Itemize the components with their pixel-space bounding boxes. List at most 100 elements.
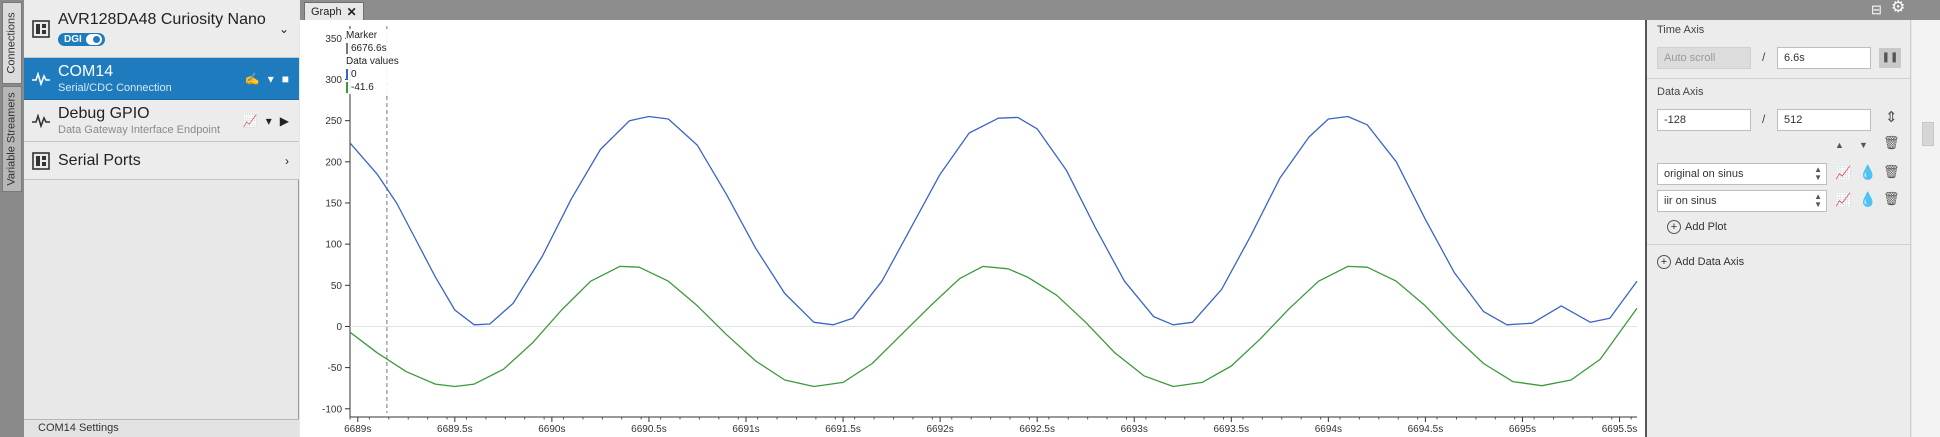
series-blue-swatch [346,69,348,80]
color-drop-green-icon[interactable]: 💧 [1859,191,1877,207]
plus-circle-icon: + [1667,220,1681,234]
marker-legend: Marker 6676.6s Data values 0 -41.6 [346,29,406,94]
plot-select-1-value: original on sinus [1664,168,1744,180]
y-tick-label: 250 [325,116,342,127]
trash-icon[interactable]: 🗑 [1883,164,1900,179]
window-icon[interactable]: ⊟ [1871,2,1882,17]
terminal-icon[interactable]: ✍ [244,71,260,86]
debug-gpio-row[interactable]: Debug GPIO Data Gateway Interface Endpoi… [24,100,299,142]
y-tick-label: 350 [325,34,342,45]
graph-plot[interactable]: -100 -50 0 50 100 150 200 250 300 350 6689s 6689.5s… [300,20,1645,437]
x-tick-label: 6691.5s [825,424,861,435]
fit-vertical-icon[interactable]: ⇕ [1885,109,1898,126]
x-tick-label: 6694s [1315,424,1342,435]
plot-select-2-value: iir on sinus [1664,195,1717,207]
marker-swatch [346,43,348,54]
device-name: AVR128DA48 Curiosity Nano [58,10,266,28]
select-arrows-icon: ▲ ▼ [1814,165,1822,182]
slash-separator: / [1762,50,1766,64]
close-icon[interactable]: ✕ [346,4,357,19]
move-up-icon[interactable]: ▲ [1835,140,1844,150]
connections-panel: AVR128DA48 Curiosity Nano DGI ⌄ COM14 Se… [24,0,299,437]
marker-value: 6676.6s [351,43,387,54]
trash-icon[interactable]: 🗑 [1883,191,1900,206]
plot-select-1[interactable]: original on sinus ▲ ▼ [1657,163,1827,185]
dgi-toggle[interactable]: DGI [58,32,105,46]
dropdown-arrow-icon[interactable]: ▾ [267,71,274,86]
axis-max-input[interactable]: 512 [1777,109,1871,131]
scrollbar-thumb[interactable] [1922,122,1934,146]
add-plot-button[interactable]: + Add Plot [1667,220,1727,234]
series-blue-value: 0 [351,69,357,80]
gear-icon[interactable]: ⚙ [1891,0,1906,16]
marker-title: Marker [346,30,378,41]
x-tick-label: 6692.5s [1019,424,1055,435]
x-tick-label: 6692s [926,424,953,435]
color-drop-blue-icon[interactable]: 💧 [1859,164,1877,180]
x-tick-label: 6695s [1509,424,1536,435]
series-green-swatch [346,82,348,93]
tab-connections[interactable]: Connections [2,2,22,84]
x-tick-label: 6689.5s [437,424,473,435]
y-tick-label: 300 [325,75,342,86]
x-tick-label: 6691s [732,424,759,435]
series-iir-line [349,265,1638,388]
play-icon[interactable]: ▶ [279,113,289,128]
select-arrows-icon: ▲ ▼ [1814,192,1822,209]
line-chart-icon[interactable]: 📈 [1835,165,1852,180]
add-graph-icon[interactable]: 📈 [242,113,258,128]
y-tick-label: 0 [336,322,342,333]
time-window-input[interactable]: 6.6s [1777,47,1871,69]
serial-ports-label: Serial Ports [58,151,141,169]
chevron-down-icon[interactable]: ⌄ [278,21,289,36]
move-down-icon[interactable]: ▼ [1859,140,1868,150]
ports-icon [24,151,58,170]
gpio-name: Debug GPIO [58,105,150,122]
y-tick-label: -100 [322,404,342,415]
x-tick-label: 6693s [1121,424,1148,435]
plus-circle-icon: + [1657,255,1671,269]
data-values-title: Data values [346,56,399,67]
device-board-icon [24,19,58,38]
x-tick-label: 6689s [344,424,371,435]
graph-area: Graph ✕ -100 -50 0 50 100 150 200 250 300 350 6689… [300,0,1645,437]
trash-icon[interactable]: 🗑 [1883,135,1900,150]
line-chart-icon[interactable]: 📈 [1835,192,1852,207]
com-subtitle: Serial/CDC Connection [58,82,172,94]
tab-variable-streamers[interactable]: Variable Streamers [2,86,22,192]
divider [1647,78,1911,79]
y-tick-label: 100 [325,240,342,251]
slash-separator: / [1762,112,1766,126]
pause-icon[interactable]: ❚❚ [1879,48,1901,68]
y-tick-label: 200 [325,157,342,168]
y-tick-label: 150 [325,198,342,209]
axis-min-input[interactable]: -128 [1657,109,1751,131]
x-tick-label: 6690s [538,424,565,435]
series-original-line [349,115,1638,326]
device-row[interactable]: AVR128DA48 Curiosity Nano DGI ⌄ [24,0,299,58]
chevron-right-icon[interactable]: › [285,153,289,168]
add-data-axis-button[interactable]: + Add Data Axis [1657,255,1744,269]
auto-scroll-button[interactable]: Auto scroll [1657,47,1751,69]
graph-tab-label: Graph [311,5,342,18]
vertical-tab-strip: Connections Variable Streamers [0,0,24,437]
dropdown-arrow-icon[interactable]: ▾ [265,113,272,128]
com-connection-row[interactable]: COM14 Serial/CDC Connection ✍ ▾ ■ [24,58,299,100]
toggle-switch-icon [85,33,102,45]
gpio-subtitle: Data Gateway Interface Endpoint [58,124,221,136]
plot-select-2[interactable]: iir on sinus ▲ ▼ [1657,190,1827,212]
com-settings-header[interactable]: COM14 Settings [24,419,299,437]
graph-tab-bar: Graph ✕ [300,0,1645,20]
y-tick-label: 50 [331,281,343,292]
com-settings-label: COM14 Settings [38,422,119,434]
stop-icon[interactable]: ■ [281,71,289,86]
dgi-label: DGI [64,33,82,45]
tab-variable-streamers-label: Variable Streamers [6,92,18,186]
y-tick-label: -50 [328,363,343,374]
add-data-axis-label: Add Data Axis [1675,256,1745,268]
serial-ports-row[interactable]: Serial Ports › [24,142,299,180]
tab-graph[interactable]: Graph ✕ [304,2,364,20]
tab-connections-label: Connections [6,12,18,74]
data-axis-title: Data Axis [1657,86,1704,98]
time-axis-title: Time Axis [1657,24,1705,36]
